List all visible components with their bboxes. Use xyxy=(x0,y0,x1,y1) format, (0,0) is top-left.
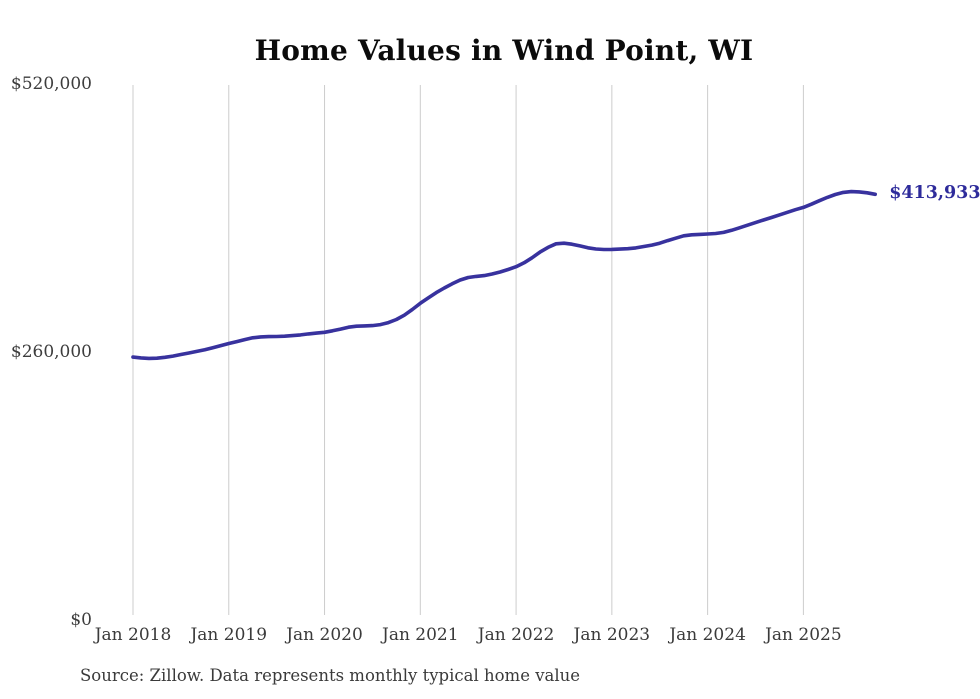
x-tick-label-jan-2025: Jan 2025 xyxy=(765,625,842,645)
gridlines xyxy=(132,85,804,615)
x-tick-label-jan-2019: Jan 2019 xyxy=(190,625,268,645)
chart-title: Home Values in Wind Point, WI xyxy=(254,34,754,67)
end-value-label: $413,933 xyxy=(889,183,980,204)
y-tick-label-260000: $260,000 xyxy=(10,342,92,362)
y-tick-label-0: $0 xyxy=(70,610,92,630)
home-value-line xyxy=(131,189,877,361)
x-tick-label-jan-2024: Jan 2024 xyxy=(669,625,746,645)
x-tick-label-jan-2023: Jan 2023 xyxy=(573,625,651,645)
x-tick-label-jan-2022: Jan 2022 xyxy=(477,625,555,645)
x-tick-label-jan-2018: Jan 2018 xyxy=(94,625,172,645)
y-tick-label-520000: $520,000 xyxy=(10,74,92,94)
source-note: Source: Zillow. Data represents monthly … xyxy=(80,666,581,685)
x-tick-label-jan-2021: Jan 2021 xyxy=(382,625,459,645)
x-tick-label-jan-2020: Jan 2020 xyxy=(286,625,363,645)
